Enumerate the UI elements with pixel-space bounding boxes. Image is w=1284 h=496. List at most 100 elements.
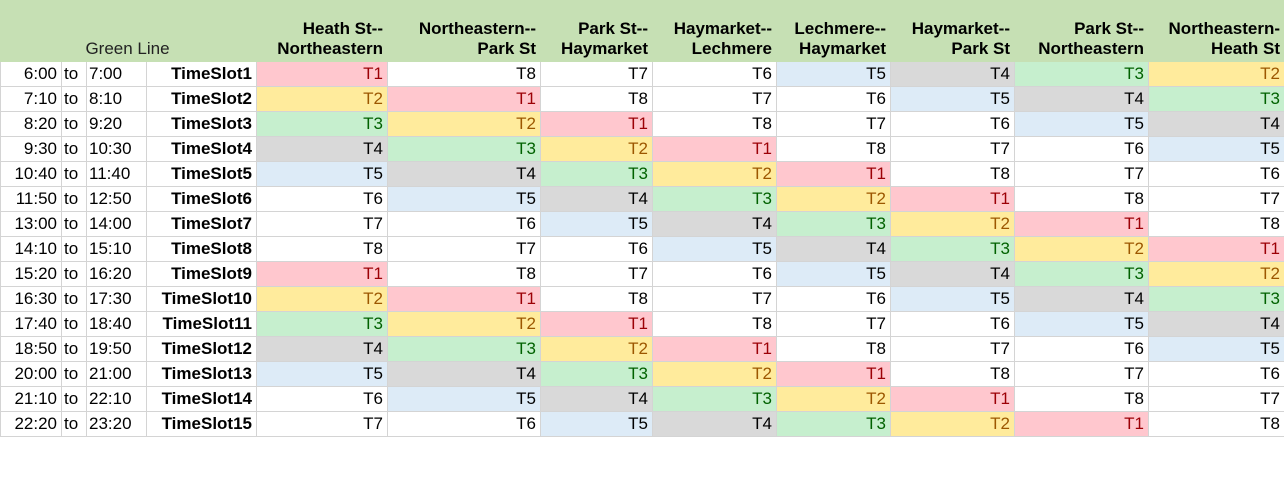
to-cell[interactable]: to	[61, 111, 87, 137]
to-cell[interactable]: to	[61, 136, 87, 162]
start-time-cell[interactable]: 6:00	[0, 61, 62, 87]
train-cell[interactable]: T6	[1148, 161, 1284, 187]
train-cell[interactable]: T3	[1014, 261, 1149, 287]
end-time-cell[interactable]: 11:40	[86, 161, 147, 187]
train-cell[interactable]: T5	[387, 186, 541, 212]
end-time-cell[interactable]: 18:40	[86, 311, 147, 337]
train-cell[interactable]: T4	[256, 136, 388, 162]
to-cell[interactable]: to	[61, 411, 87, 437]
train-cell[interactable]: T8	[652, 311, 777, 337]
train-cell[interactable]: T4	[540, 386, 653, 412]
end-time-cell[interactable]: 16:20	[86, 261, 147, 287]
train-cell[interactable]: T4	[387, 161, 541, 187]
train-cell[interactable]: T1	[890, 186, 1015, 212]
route-header-6[interactable]: Haymarket-- Park St	[890, 0, 1015, 62]
train-cell[interactable]: T6	[890, 311, 1015, 337]
start-time-cell[interactable]: 7:10	[0, 86, 62, 112]
train-cell[interactable]: T5	[1014, 311, 1149, 337]
timeslot-cell[interactable]: TimeSlot9	[146, 261, 257, 287]
train-cell[interactable]: T6	[387, 211, 541, 237]
to-cell[interactable]: to	[61, 161, 87, 187]
route-header-8[interactable]: Northeastern- Heath St	[1148, 0, 1284, 62]
train-cell[interactable]: T5	[1148, 336, 1284, 362]
train-cell[interactable]: T5	[1014, 111, 1149, 137]
train-cell[interactable]: T2	[652, 161, 777, 187]
train-cell[interactable]: T7	[1014, 161, 1149, 187]
train-cell[interactable]: T3	[652, 186, 777, 212]
train-cell[interactable]: T7	[540, 261, 653, 287]
end-time-cell[interactable]: 19:50	[86, 336, 147, 362]
train-cell[interactable]: T7	[776, 311, 891, 337]
start-time-cell[interactable]: 18:50	[0, 336, 62, 362]
train-cell[interactable]: T1	[776, 161, 891, 187]
train-cell[interactable]: T8	[540, 286, 653, 312]
to-cell[interactable]: to	[61, 261, 87, 287]
timeslot-cell[interactable]: TimeSlot7	[146, 211, 257, 237]
train-cell[interactable]: T6	[1148, 361, 1284, 387]
train-cell[interactable]: T4	[1148, 111, 1284, 137]
train-cell[interactable]: T7	[256, 211, 388, 237]
train-cell[interactable]: T5	[1148, 136, 1284, 162]
train-cell[interactable]: T5	[776, 261, 891, 287]
to-cell[interactable]: to	[61, 386, 87, 412]
train-cell[interactable]: T7	[540, 61, 653, 87]
to-cell[interactable]: to	[61, 186, 87, 212]
start-time-cell[interactable]: 20:00	[0, 361, 62, 387]
train-cell[interactable]: T3	[776, 411, 891, 437]
start-time-cell[interactable]: 11:50	[0, 186, 62, 212]
train-cell[interactable]: T7	[387, 236, 541, 262]
train-cell[interactable]: T8	[387, 61, 541, 87]
train-cell[interactable]: T5	[890, 86, 1015, 112]
train-cell[interactable]: T2	[256, 86, 388, 112]
timeslot-cell[interactable]: TimeSlot8	[146, 236, 257, 262]
end-time-cell[interactable]: 14:00	[86, 211, 147, 237]
train-cell[interactable]: T1	[387, 86, 541, 112]
timeslot-cell[interactable]: TimeSlot10	[146, 286, 257, 312]
timeslot-cell[interactable]: TimeSlot14	[146, 386, 257, 412]
train-cell[interactable]: T1	[540, 311, 653, 337]
train-cell[interactable]: T4	[652, 211, 777, 237]
end-time-cell[interactable]: 12:50	[86, 186, 147, 212]
end-time-cell[interactable]: 17:30	[86, 286, 147, 312]
timeslot-cell[interactable]: TimeSlot1	[146, 61, 257, 87]
train-cell[interactable]: T2	[1148, 261, 1284, 287]
start-time-cell[interactable]: 9:30	[0, 136, 62, 162]
train-cell[interactable]: T6	[256, 386, 388, 412]
train-cell[interactable]: T8	[890, 161, 1015, 187]
timeslot-cell[interactable]: TimeSlot5	[146, 161, 257, 187]
train-cell[interactable]: T6	[652, 261, 777, 287]
train-cell[interactable]: T1	[652, 336, 777, 362]
to-cell[interactable]: to	[61, 336, 87, 362]
to-cell[interactable]: to	[61, 61, 87, 87]
train-cell[interactable]: T2	[652, 361, 777, 387]
train-cell[interactable]: T1	[256, 61, 388, 87]
train-cell[interactable]: T5	[540, 411, 653, 437]
train-cell[interactable]: T2	[256, 286, 388, 312]
start-time-cell[interactable]: 21:10	[0, 386, 62, 412]
timeslot-cell[interactable]: TimeSlot6	[146, 186, 257, 212]
train-cell[interactable]: T8	[890, 361, 1015, 387]
to-cell[interactable]: to	[61, 286, 87, 312]
train-cell[interactable]: T5	[776, 61, 891, 87]
train-cell[interactable]: T3	[540, 161, 653, 187]
train-cell[interactable]: T3	[1148, 286, 1284, 312]
train-cell[interactable]: T7	[890, 136, 1015, 162]
route-header-2[interactable]: Northeastern-- Park St	[387, 0, 541, 62]
train-cell[interactable]: T5	[256, 161, 388, 187]
train-cell[interactable]: T2	[890, 211, 1015, 237]
end-time-cell[interactable]: 15:10	[86, 236, 147, 262]
train-cell[interactable]: T4	[256, 336, 388, 362]
train-cell[interactable]: T2	[776, 186, 891, 212]
route-header-4[interactable]: Haymarket-- Lechmere	[652, 0, 777, 62]
train-cell[interactable]: T1	[890, 386, 1015, 412]
train-cell[interactable]: T7	[776, 111, 891, 137]
start-time-cell[interactable]: 13:00	[0, 211, 62, 237]
start-time-cell[interactable]: 17:40	[0, 311, 62, 337]
route-header-5[interactable]: Lechmere-- Haymarket	[776, 0, 891, 62]
train-cell[interactable]: T3	[652, 386, 777, 412]
train-cell[interactable]: T3	[387, 336, 541, 362]
train-cell[interactable]: T8	[1014, 186, 1149, 212]
to-cell[interactable]: to	[61, 236, 87, 262]
start-time-cell[interactable]: 10:40	[0, 161, 62, 187]
train-cell[interactable]: T8	[1148, 411, 1284, 437]
